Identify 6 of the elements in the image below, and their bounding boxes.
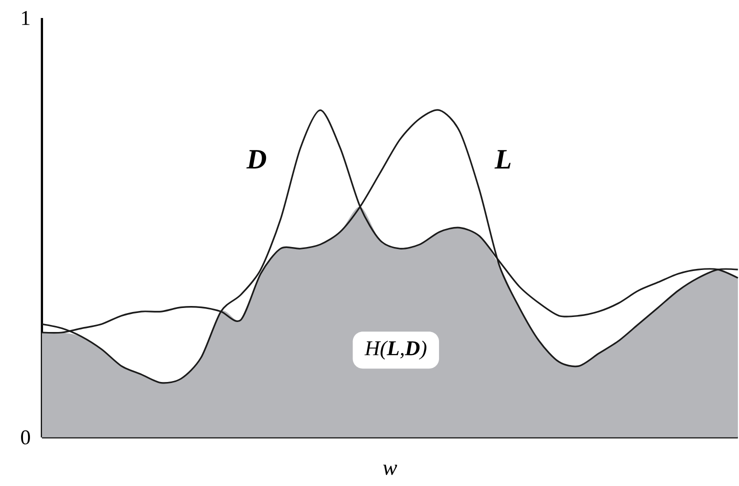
y-tick-label: 0	[21, 430, 30, 444]
x-axis-title: w	[383, 464, 398, 475]
series-label: L	[494, 150, 511, 168]
series-label: H(L,D)	[364, 340, 426, 360]
series-label: D	[246, 150, 266, 168]
y-tick-label: 1	[22, 10, 30, 25]
